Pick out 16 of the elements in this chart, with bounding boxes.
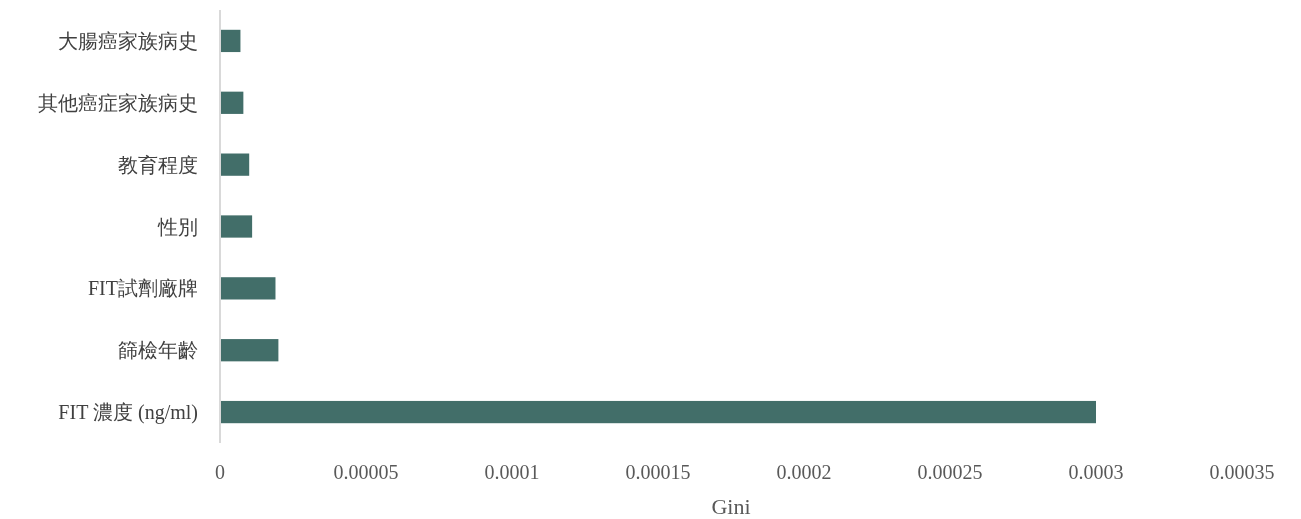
y-tick-label: 其他癌症家族病史 <box>38 91 198 114</box>
x-tick-label: 0.0002 <box>776 461 832 483</box>
y-tick-label: FIT 濃度 (ng/ml) <box>58 401 198 425</box>
y-tick-label: 篩檢年齡 <box>118 339 198 362</box>
x-tick-label: 0.0003 <box>1068 461 1124 483</box>
x-tick-label: 0.00035 <box>1209 461 1275 483</box>
x-tick-label: 0.00005 <box>333 461 399 483</box>
x-tick-label: 0 <box>215 461 225 483</box>
x-axis-title: Gini <box>711 494 751 519</box>
y-tick-label: 教育程度 <box>118 153 198 176</box>
x-tick-label: 0.0001 <box>484 461 540 483</box>
x-tick-label: 0.00025 <box>917 461 983 483</box>
y-tick-label: 性別 <box>157 215 198 238</box>
y-tick-label: 大腸癌家族病史 <box>58 29 198 52</box>
y-tick-label: FIT試劑廠牌 <box>88 277 198 300</box>
x-tick-label: 0.00015 <box>625 461 691 483</box>
